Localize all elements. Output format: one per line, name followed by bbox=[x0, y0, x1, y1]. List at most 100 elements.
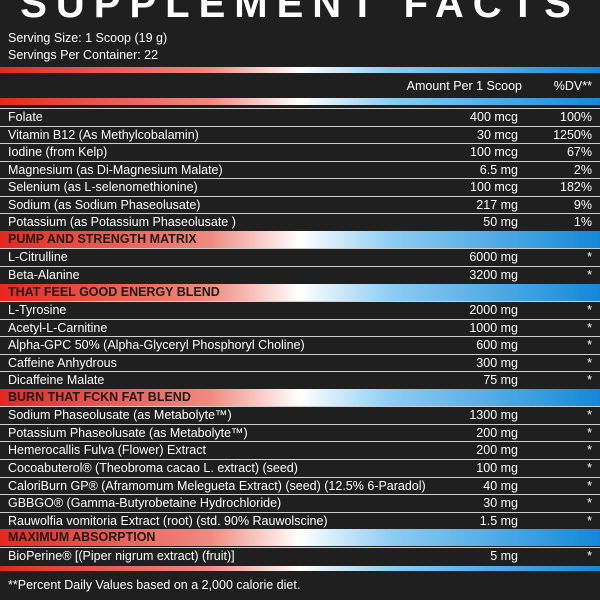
ingredient-row: Beta-Alanine 3200 mg * bbox=[0, 265, 600, 284]
ingredient-name: Potassium Phaseolusate (as Metabolyte™) bbox=[8, 425, 248, 440]
ingredient-row: Hemerocallis Fulva (Flower) Extract 200 m… bbox=[0, 441, 600, 459]
ingredient-row: Alpha-GPC 50% (Alpha-Glyceryl Phosphoryl… bbox=[0, 336, 600, 354]
ingredient-name: Iodine (from Kelp) bbox=[8, 145, 108, 160]
ingredient-amount: 30 mcg bbox=[477, 127, 518, 142]
ingredient-amount: 100 mcg bbox=[470, 145, 518, 160]
ingredient-name: Potassium (as Potassium Phaseolusate ) bbox=[8, 215, 236, 230]
ingredient-dv: * bbox=[587, 548, 592, 563]
footnote: **Percent Daily Values based on a 2,000 … bbox=[8, 578, 301, 592]
ingredient-row: L-Citrulline 6000 mg * bbox=[0, 248, 600, 266]
ingredient-row: Sodium Phaseolusate (as Metabolyte™) 1300… bbox=[0, 406, 600, 424]
ingredient-dv: * bbox=[587, 478, 592, 493]
ingredient-dv: * bbox=[587, 496, 592, 511]
ingredient-name: Sodium Phaseolusate (as Metabolyte™) bbox=[8, 408, 232, 423]
ingredient-row: Cocoabuterol® (Theobroma cacao L. extrac… bbox=[0, 459, 600, 477]
ingredient-name: Sodium (as Sodium Phaseolusate) bbox=[8, 197, 201, 212]
ingredient-dv: * bbox=[587, 320, 592, 335]
ingredient-dv: 2% bbox=[573, 162, 592, 177]
ingredient-dv: 1250% bbox=[553, 127, 592, 142]
ingredient-name: Folate bbox=[8, 110, 43, 124]
ingredient-dv: * bbox=[587, 373, 592, 388]
ingredient-amount: 300 mg bbox=[476, 355, 518, 370]
divider bbox=[0, 67, 600, 73]
ingredient-name: Caffeine Anhydrous bbox=[8, 355, 117, 370]
servings-per-container: Servings Per Container: 22 bbox=[8, 48, 159, 62]
ingredient-amount: 5 mg bbox=[490, 548, 518, 563]
ingredient-name: L-Tyrosine bbox=[8, 303, 67, 318]
divider bbox=[0, 98, 600, 105]
ingredient-row: Potassium (as Potassium Phaseolusate ) 50… bbox=[0, 213, 600, 231]
ingredient-row: Vitamin B12 (As Methylcobalamin) 30 mcg 12… bbox=[0, 125, 600, 144]
ingredient-row: Iodine (from Kelp) 100 mcg 67% bbox=[0, 143, 600, 161]
ingredient-amount: 600 mg bbox=[476, 338, 518, 353]
ingredient-dv: 9% bbox=[573, 197, 592, 212]
section-title: PUMP AND STRENGTH MATRIX bbox=[8, 231, 197, 246]
ingredient-name: GBBGO® (Gamma-Butyrobetaine Hydrochlorid… bbox=[8, 496, 282, 511]
ingredient-dv: 1% bbox=[573, 215, 592, 230]
ingredient-dv: 182% bbox=[560, 180, 592, 195]
section-heading: MAXIMUM ABSORPTION bbox=[0, 529, 600, 547]
ingredient-row: Selenium (as L-selenomethionine) 100 mcg 1… bbox=[0, 178, 600, 196]
ingredient-amount: 100 mg bbox=[476, 461, 518, 475]
ingredient-row: Dicaffeine Malate 75 mg * bbox=[0, 371, 600, 389]
ingredient-name: Acetyl-L-Carnitine bbox=[8, 320, 108, 335]
ingredient-amount: 30 mg bbox=[483, 496, 518, 511]
ingredient-amount: 1300 mg bbox=[469, 408, 518, 423]
ingredient-name: Beta-Alanine bbox=[8, 267, 80, 282]
ingredient-name: CaloriBurn GP® (Aframomum Melegueta Extr… bbox=[8, 478, 426, 493]
ingredient-row: Folate 400 mcg 100% bbox=[0, 108, 600, 126]
ingredient-dv: * bbox=[587, 425, 592, 440]
ingredient-name: Alpha-GPC 50% (Alpha-Glyceryl Phosphoryl… bbox=[8, 338, 305, 353]
ingredient-dv: 100% bbox=[560, 110, 592, 124]
dv-header: %DV** bbox=[553, 79, 592, 93]
ingredient-amount: 6000 mg bbox=[469, 250, 518, 265]
ingredient-amount: 200 mg bbox=[476, 425, 518, 440]
ingredient-name: Magnesium (as Di-Magnesium Malate) bbox=[8, 162, 223, 177]
serving-size: Serving Size: 1 Scoop (19 g) bbox=[8, 31, 168, 45]
ingredient-row: Caffeine Anhydrous 300 mg * bbox=[0, 353, 600, 372]
ingredient-amount: 3200 mg bbox=[469, 267, 518, 282]
section-heading: THAT FEEL GOOD ENERGY BLEND bbox=[0, 283, 600, 301]
ingredient-name: BioPerine® [(Piper nigrum extract) (frui… bbox=[8, 548, 235, 563]
ingredient-name: Cocoabuterol® (Theobroma cacao L. extrac… bbox=[8, 461, 298, 475]
ingredient-amount: 100 mcg bbox=[470, 180, 518, 195]
ingredient-dv: * bbox=[587, 461, 592, 475]
ingredient-row: Potassium Phaseolusate (as Metabolyte™) 2… bbox=[0, 423, 600, 442]
ingredient-dv: * bbox=[587, 513, 592, 528]
section-title: MAXIMUM ABSORPTION bbox=[8, 530, 156, 545]
ingredient-name: Rauwolfia vomitoria Extract (root) (std.… bbox=[8, 513, 328, 528]
divider bbox=[0, 566, 600, 571]
ingredient-row: Acetyl-L-Carnitine 1000 mg * bbox=[0, 318, 600, 337]
ingredient-amount: 217 mg bbox=[476, 197, 518, 212]
ingredient-row: CaloriBurn GP® (Aframomum Melegueta Extr… bbox=[0, 476, 600, 495]
ingredient-row: Rauwolfia vomitoria Extract (root) (std.… bbox=[0, 511, 600, 530]
ingredient-row: Magnesium (as Di-Magnesium Malate) 6.5 mg… bbox=[0, 160, 600, 179]
ingredient-amount: 2000 mg bbox=[469, 303, 518, 318]
ingredient-name: Hemerocallis Fulva (Flower) Extract bbox=[8, 443, 206, 458]
ingredient-amount: 50 mg bbox=[483, 215, 518, 230]
ingredient-name: Selenium (as L-selenomethionine) bbox=[8, 180, 198, 195]
ingredient-row: BioPerine® [(Piper nigrum extract) (frui… bbox=[0, 546, 600, 565]
ingredient-amount: 1000 mg bbox=[469, 320, 518, 335]
amount-header: Amount Per 1 Scoop bbox=[406, 79, 522, 93]
ingredient-amount: 400 mcg bbox=[470, 110, 518, 124]
ingredient-amount: 75 mg bbox=[483, 373, 518, 388]
ingredient-dv: * bbox=[587, 303, 592, 318]
ingredient-row: Sodium (as Sodium Phaseolusate) 217 mg 9% bbox=[0, 195, 600, 214]
ingredient-dv: * bbox=[587, 355, 592, 370]
ingredient-dv: * bbox=[587, 408, 592, 423]
section-heading: BURN THAT FCKN FAT BLEND bbox=[0, 388, 600, 406]
ingredient-amount: 200 mg bbox=[476, 443, 518, 458]
title: SUPPLEMENT FACTS bbox=[20, 0, 580, 26]
ingredient-amount: 40 mg bbox=[483, 478, 518, 493]
section-title: THAT FEEL GOOD ENERGY BLEND bbox=[8, 284, 220, 299]
ingredient-dv: * bbox=[587, 250, 592, 265]
ingredient-name: L-Citrulline bbox=[8, 250, 68, 265]
ingredient-row: GBBGO® (Gamma-Butyrobetaine Hydrochlorid… bbox=[0, 494, 600, 512]
ingredient-amount: 6.5 mg bbox=[479, 162, 518, 177]
ingredient-name: Vitamin B12 (As Methylcobalamin) bbox=[8, 127, 199, 142]
ingredient-name: Dicaffeine Malate bbox=[8, 373, 105, 388]
section-title: BURN THAT FCKN FAT BLEND bbox=[8, 389, 191, 404]
ingredient-dv: * bbox=[587, 443, 592, 458]
